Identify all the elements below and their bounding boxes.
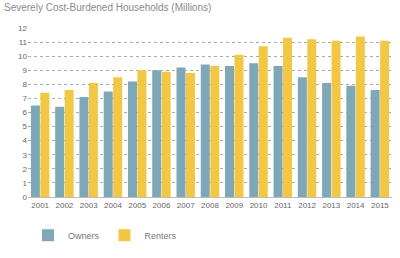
svg-text:2006: 2006 xyxy=(153,201,171,210)
svg-text:6: 6 xyxy=(23,108,28,117)
svg-text:12: 12 xyxy=(18,24,27,33)
svg-text:1: 1 xyxy=(23,179,28,188)
svg-text:5: 5 xyxy=(23,122,28,131)
svg-text:2008: 2008 xyxy=(201,201,219,210)
svg-text:2010: 2010 xyxy=(250,201,268,210)
svg-text:2012: 2012 xyxy=(298,201,316,210)
svg-text:Severely Cost-Burdened Househo: Severely Cost-Burdened Households (Milli… xyxy=(4,2,211,13)
svg-text:8: 8 xyxy=(23,80,28,89)
svg-text:9: 9 xyxy=(23,66,28,75)
svg-text:4: 4 xyxy=(23,136,28,145)
svg-text:2001: 2001 xyxy=(31,201,49,210)
svg-text:2015: 2015 xyxy=(371,201,389,210)
svg-text:2007: 2007 xyxy=(177,201,195,210)
svg-text:2004: 2004 xyxy=(104,201,122,210)
svg-text:7: 7 xyxy=(23,94,28,103)
svg-text:2009: 2009 xyxy=(225,201,243,210)
svg-text:10: 10 xyxy=(18,52,27,61)
svg-text:Renters: Renters xyxy=(145,231,177,241)
svg-text:2003: 2003 xyxy=(80,201,98,210)
svg-text:Owners: Owners xyxy=(68,231,100,241)
svg-text:2: 2 xyxy=(23,165,28,174)
svg-text:2011: 2011 xyxy=(274,201,292,210)
svg-text:2005: 2005 xyxy=(128,201,146,210)
svg-text:0: 0 xyxy=(23,193,28,202)
svg-text:2002: 2002 xyxy=(56,201,74,210)
svg-text:2013: 2013 xyxy=(322,201,340,210)
svg-text:2014: 2014 xyxy=(347,201,365,210)
svg-text:3: 3 xyxy=(23,151,28,160)
svg-text:11: 11 xyxy=(19,38,28,47)
